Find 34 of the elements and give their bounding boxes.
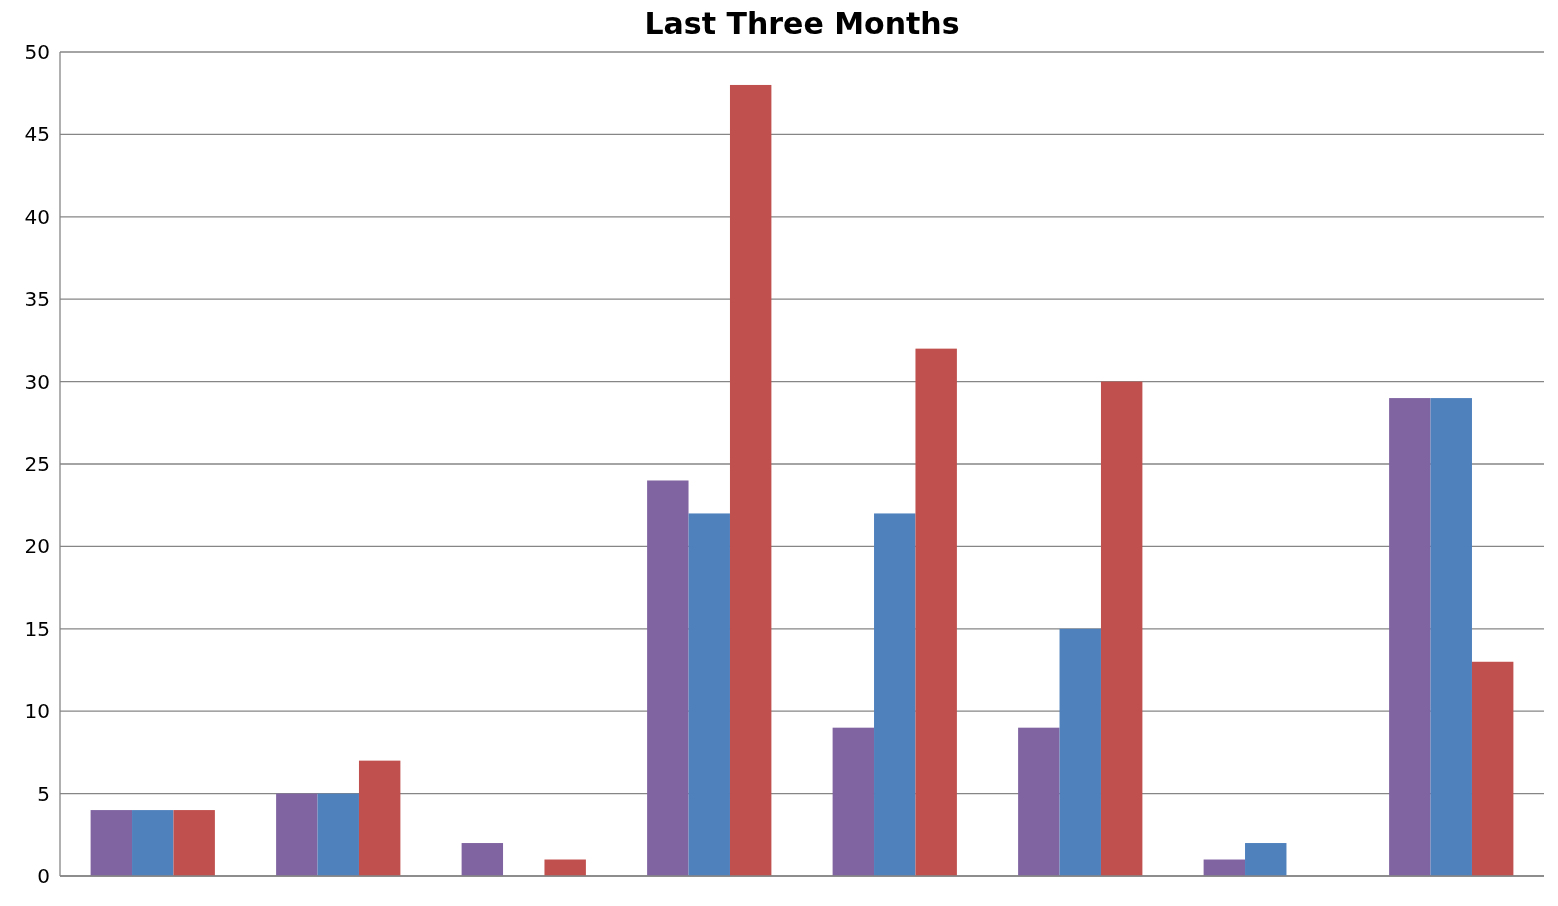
bar (544, 859, 586, 876)
bar (1430, 398, 1472, 876)
y-tick-label: 50 (24, 40, 50, 64)
bar (832, 727, 875, 876)
chart-title: Last Three Months (644, 6, 960, 41)
bar (276, 793, 318, 876)
y-tick-label: 30 (24, 369, 50, 394)
bar (132, 810, 174, 876)
bar (1471, 661, 1514, 876)
bar (1203, 859, 1246, 876)
bar (915, 348, 957, 876)
bar (1100, 381, 1143, 876)
bar (874, 513, 916, 876)
y-tick-label: 15 (24, 616, 50, 641)
y-tick-label: 20 (24, 534, 50, 559)
bar (1059, 628, 1101, 876)
bar (1389, 398, 1431, 876)
bar (90, 810, 133, 876)
bar (461, 843, 504, 876)
bar (317, 793, 359, 876)
y-tick-label: 45 (24, 122, 50, 147)
y-tick-label: 5 (37, 781, 50, 806)
bar (173, 810, 215, 876)
bar (729, 84, 772, 876)
y-tick-label: 0 (37, 864, 50, 888)
bar (1018, 727, 1060, 876)
bar (358, 760, 401, 876)
bar (1245, 843, 1287, 876)
y-tick-label: 25 (24, 452, 50, 476)
y-tick-label: 10 (24, 699, 50, 724)
y-tick-label: 35 (24, 287, 50, 312)
y-tick-label: 40 (24, 204, 50, 229)
bar (688, 513, 730, 876)
bar (647, 480, 689, 876)
